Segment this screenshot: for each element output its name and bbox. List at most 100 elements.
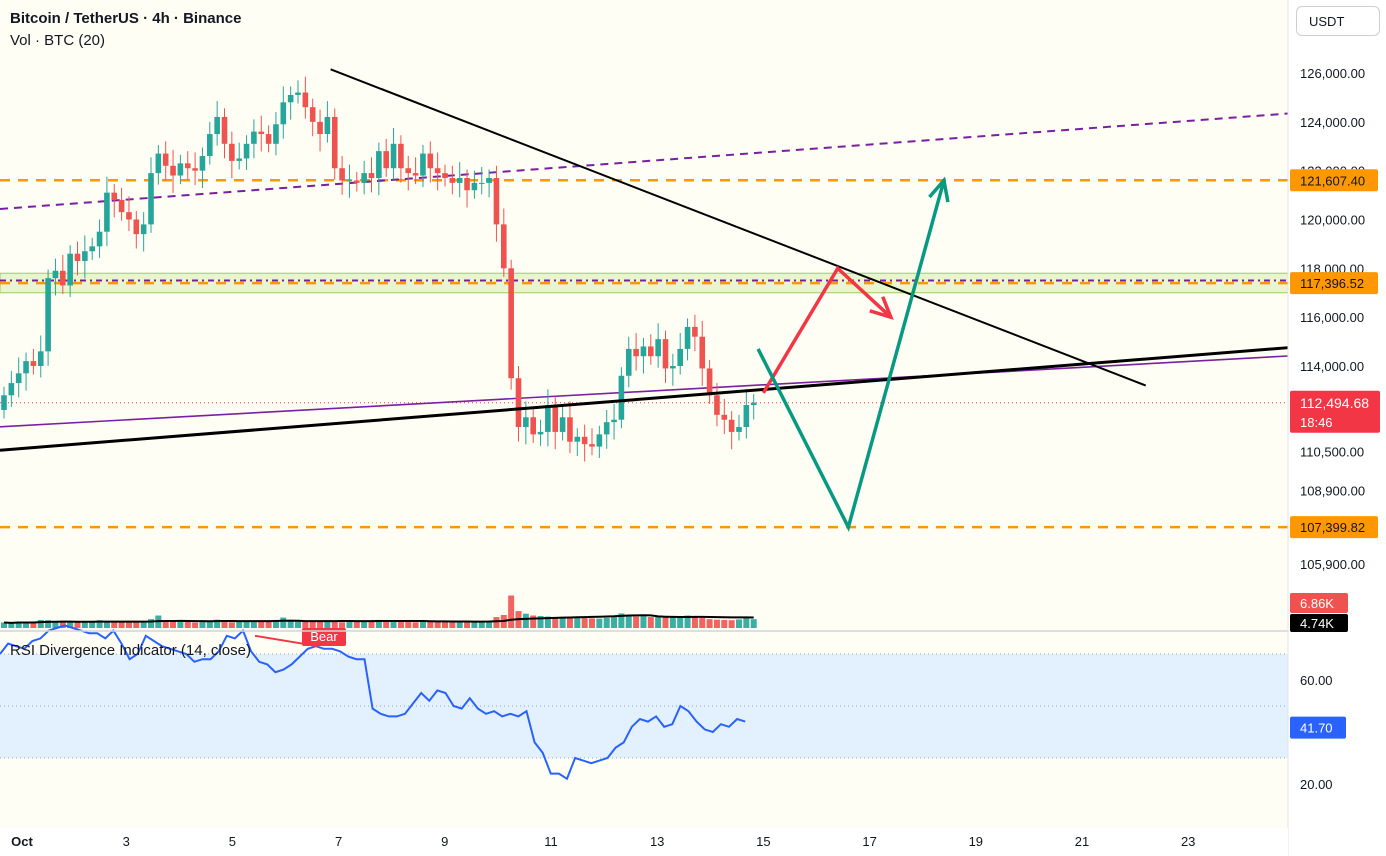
volume-bar [228,622,235,628]
volume-bar [30,622,37,628]
red-projection-arrow [761,265,893,394]
candle-body [567,417,573,442]
candle-body [574,436,581,442]
volume-bar [544,616,551,628]
volume-bar [67,621,74,628]
volume-bar [559,617,566,628]
volume-bar [486,620,493,628]
volume-bar [74,622,81,628]
current-price-tag [1290,390,1380,433]
x-tick-label: 3 [123,834,130,849]
rsi-tick-label: 60.00 [1300,673,1333,688]
candle-body [265,134,272,144]
candle-body [677,348,683,367]
candle-body [449,177,456,183]
volume-bar [214,619,221,628]
candle-body [398,143,404,169]
candle-body [442,173,448,178]
volume-bar [662,616,669,628]
volume-bar [412,622,419,628]
volume-bar [1,622,7,628]
rsi-line [0,624,746,781]
volume-value-tag [1290,593,1348,613]
volume-bar [456,621,463,628]
green-projection-arrow [756,179,946,532]
candle-body [30,361,37,367]
bear-label: Bear [310,629,338,644]
symbol-title: Bitcoin / TetherUS · 4h · Binance [10,10,242,27]
volume-bar [339,622,346,628]
candle-body [236,158,242,161]
volume-bar [258,621,265,628]
bear-label-box [302,628,346,646]
volume-bar [96,620,103,628]
volume-bar [566,617,573,628]
volume-bar [427,621,434,628]
volume-bar [265,621,272,628]
volume-bar [221,621,228,628]
volume-bar [596,618,603,628]
candle-body [148,173,154,225]
volume-bar [52,621,59,628]
candle-body [52,270,59,279]
volume-bar [8,623,15,628]
candle-body [207,134,213,157]
red-projection-arrow-head [869,296,894,320]
volume-bar [706,619,713,628]
volume-bar [471,622,478,628]
rsi-tick-label: 20.00 [1300,777,1333,792]
candle-body [478,182,485,184]
volume-bar [148,619,154,628]
volume-bar [23,622,30,628]
rsi-indicator-title: RSI Divergence Indicator (14, close) [10,642,251,659]
volume-bar [346,622,353,628]
volume-indicator-label: Vol · BTC (20) [10,32,106,49]
candle-body [456,177,463,183]
rsi-value: 41.70 [1300,721,1333,736]
candle-body [390,143,397,169]
candle-body [750,402,757,406]
volume-bar [611,617,618,628]
candle-body [545,405,551,432]
currency-selector-button[interactable]: USDT [1296,6,1380,36]
price-level-value: 107,399.82 [1300,520,1365,535]
candle-body [317,121,323,135]
volume-bar [59,620,66,628]
volume-bar [243,621,250,628]
candle-body [706,368,713,396]
candle-body [420,153,426,176]
volume-bar [170,621,177,628]
volume-bar [647,617,654,628]
volume-bar [750,619,757,628]
candle-body [23,361,29,374]
candle-body [126,212,132,220]
candle-body [618,375,625,420]
volume-bar [508,595,515,628]
volume-bar [552,618,559,628]
candle-body [339,168,345,181]
volume-bar [280,617,287,628]
candle-body [633,348,639,357]
y-tick-label: 108,900.00 [1300,484,1365,499]
volume-bar [743,618,750,628]
candle-body [221,116,228,144]
candle-body [493,177,500,225]
candle-body [368,173,375,178]
green-projection-arrow-head [928,176,950,203]
candle-body [229,143,235,161]
volume-bar [464,622,471,628]
price-level-tag [1290,272,1378,295]
candle-body [170,165,176,176]
y-tick-label: 110,500.00 [1300,444,1364,459]
volume-bar [589,618,595,628]
candle-body [60,270,66,286]
candle-body [721,414,728,420]
volume-bar [140,621,147,628]
candle-body [603,422,610,435]
x-tick-label: 21 [1075,834,1089,849]
volume-bar [162,620,169,628]
candle-body [486,177,492,183]
volume-bar [236,621,243,628]
